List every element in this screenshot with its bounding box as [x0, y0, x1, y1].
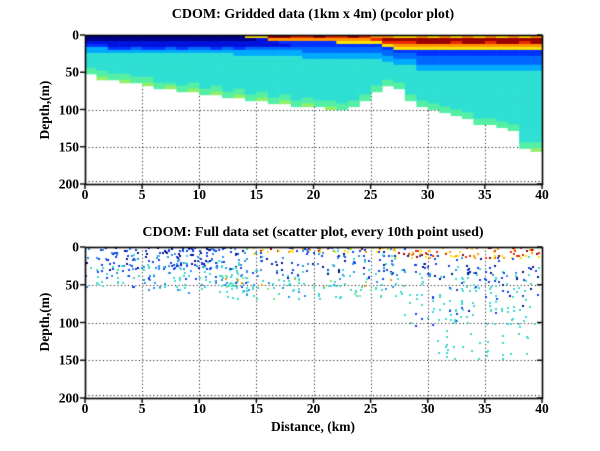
bottom-plot-ylabel: Depth,(m)	[37, 292, 52, 352]
y-tick-label: 100	[58, 315, 79, 330]
x-tick-label: 10	[192, 187, 207, 202]
x-tick-label: 5	[138, 401, 146, 416]
x-tick-label: 35	[478, 187, 492, 202]
x-tick-label: 15	[249, 187, 264, 202]
y-tick-label: 150	[58, 352, 79, 368]
x-tick-label: 20	[306, 187, 321, 202]
y-tick-label: 50	[65, 64, 80, 80]
x-tick-label: 5	[138, 187, 146, 202]
x-tick-label: 0	[81, 187, 89, 202]
x-tick-label: 30	[421, 401, 435, 416]
y-tick-label: 0	[72, 27, 79, 43]
x-tick-label: 40	[535, 187, 549, 202]
x-tick-label: 10	[192, 401, 207, 416]
x-tick-label: 35	[478, 401, 492, 416]
top-plot-ylabel: Depth,(m)	[37, 80, 52, 140]
x-tick-label: 25	[363, 401, 378, 416]
x-tick-label: 25	[363, 187, 378, 202]
x-tick-label: 20	[306, 401, 321, 416]
bottom-plot-title: CDOM: Full data set (scatter plot, every…	[142, 225, 484, 240]
x-tick-label: 40	[535, 401, 549, 416]
y-tick-label: 0	[72, 239, 79, 255]
y-tick-label: 200	[58, 176, 79, 192]
y-tick-label: 100	[58, 102, 79, 117]
x-tick-label: 30	[421, 187, 435, 202]
x-tick-label: 15	[249, 401, 264, 416]
x-tick-label: 0	[81, 401, 89, 416]
top-plot-title: CDOM: Gridded data (1km x 4m) (pcolor pl…	[171, 7, 455, 22]
y-tick-label: 50	[65, 277, 80, 293]
bottom-plot-xlabel: Distance, (km)	[271, 419, 355, 434]
y-tick-label: 200	[58, 390, 79, 406]
y-tick-label: 150	[58, 139, 79, 155]
